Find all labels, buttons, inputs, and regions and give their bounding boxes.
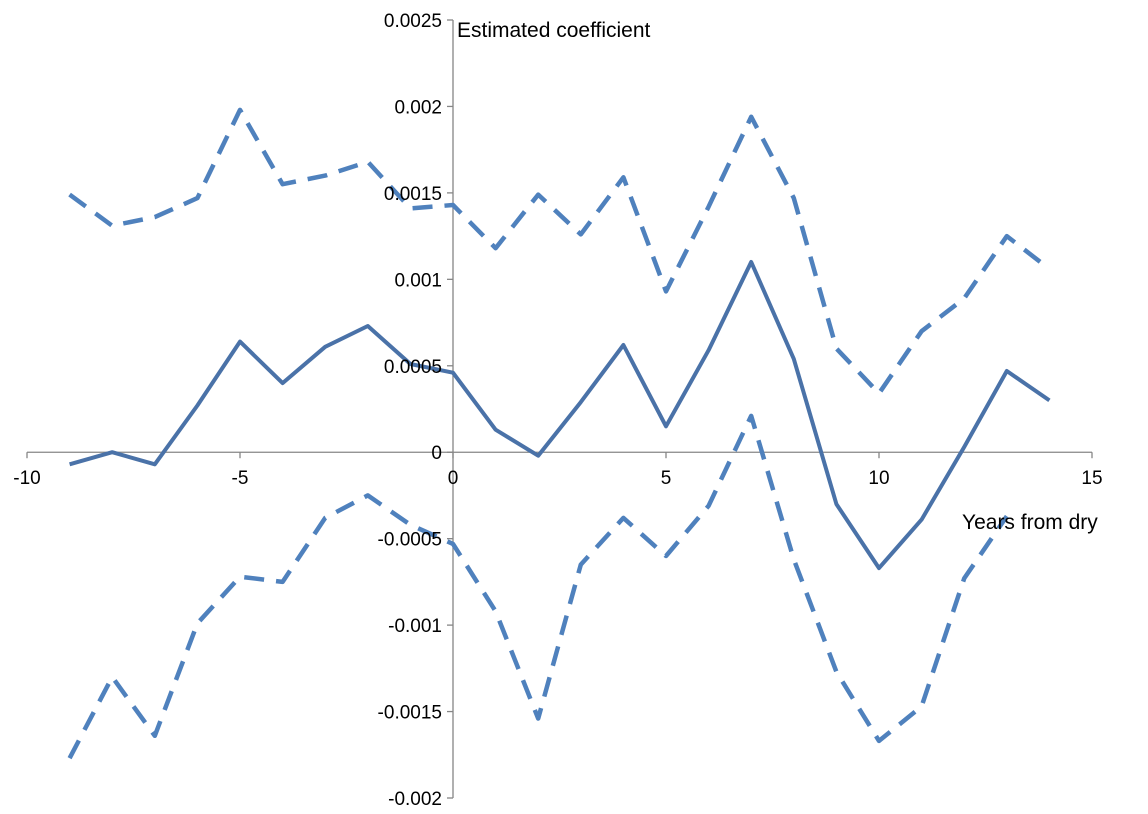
y-tick-label: 0.0025 (384, 11, 442, 32)
x-tick-label: 15 (1081, 468, 1102, 489)
lower-bound-line (67, 413, 1009, 760)
x-tick-label: 0 (448, 468, 459, 489)
upper-bound-line (68, 107, 1051, 396)
series-lines (67, 107, 1051, 760)
y-tick-label: 0.0015 (384, 184, 442, 205)
x-tick-label: 5 (661, 468, 672, 489)
x-tick-label: -10 (13, 468, 40, 489)
x-tick-label: -5 (232, 468, 249, 489)
y-tick-label: 0.0005 (384, 357, 442, 378)
y-tick-label: -0.0005 (378, 530, 442, 551)
x-tick-label: 10 (868, 468, 889, 489)
y-tick-label: 0.001 (394, 270, 442, 291)
y-tick-label: 0 (431, 443, 442, 464)
y-axis-title: Estimated coefficient (457, 19, 651, 42)
tick-labels: -10 -5 0 5 10 15 0.0025 0.002 0.0015 0.001 0.0005 0… (13, 11, 1102, 810)
y-tick-label: 0.002 (394, 97, 442, 118)
y-tick-label: -0.001 (388, 616, 442, 637)
y-tick-label: -0.0015 (378, 703, 442, 724)
axes (26, 19, 1093, 799)
y-tick-label: -0.002 (388, 789, 442, 810)
x-axis-title: Years from dry (962, 511, 1098, 534)
estimate-line (69, 260, 1051, 571)
